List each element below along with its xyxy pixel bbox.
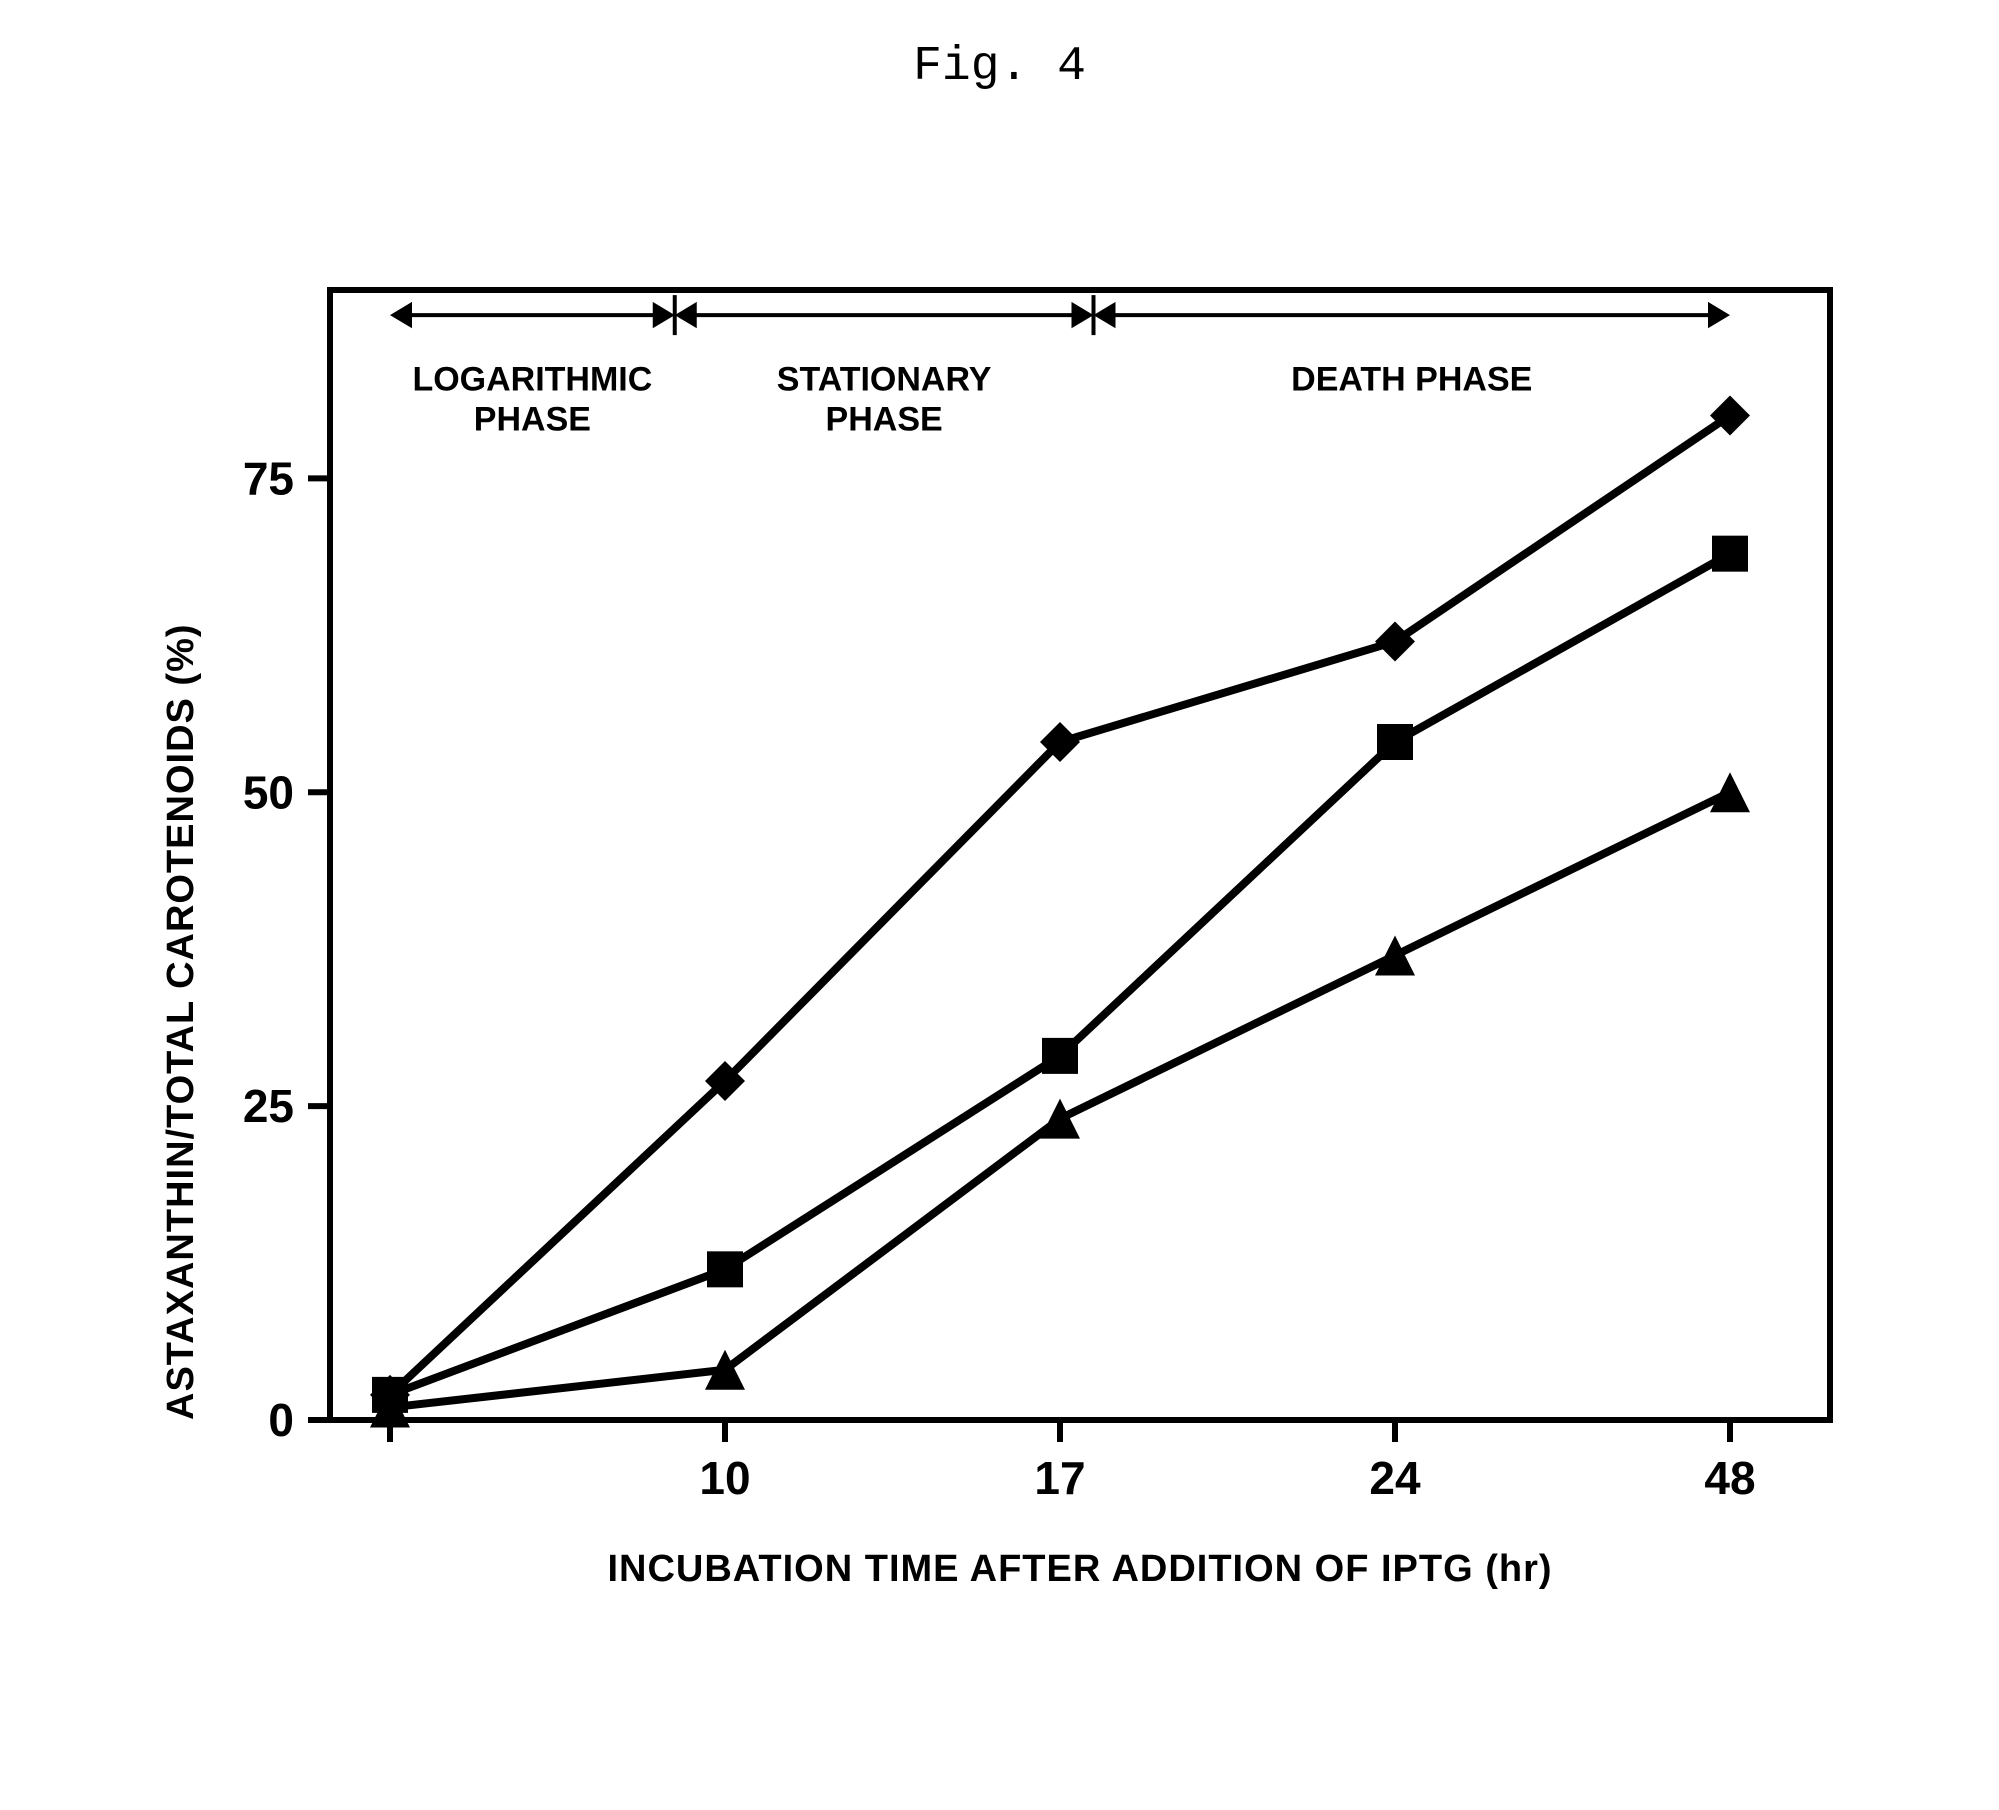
marker-square: [1712, 536, 1748, 572]
y-tick-label: 25: [243, 1080, 294, 1132]
x-tick-label: 17: [1034, 1452, 1085, 1504]
phase-label: DEATH PHASE: [1291, 360, 1532, 398]
marker-square: [1377, 724, 1413, 760]
phase-label: STATIONARY: [777, 360, 992, 398]
figure-title: Fig. 4: [0, 40, 1999, 94]
phase-label: PHASE: [474, 400, 591, 438]
phase-label: LOGARITHMIC: [412, 360, 652, 398]
marker-square: [707, 1251, 743, 1287]
y-tick-label: 75: [243, 452, 294, 504]
y-axis-label: ASTAXANTHIN/TOTAL CAROTENOIDS (%): [160, 290, 203, 1420]
chart-container: 025507510172448LOGARITHMICPHASESTATIONAR…: [100, 250, 1900, 1650]
x-tick-label: 10: [699, 1452, 750, 1504]
y-tick-label: 0: [268, 1394, 294, 1446]
x-tick-label: 24: [1369, 1452, 1421, 1504]
chart-svg: 025507510172448LOGARITHMICPHASESTATIONAR…: [100, 250, 1900, 1650]
page: Fig. 4 025507510172448LOGARITHMICPHASEST…: [0, 0, 1999, 1810]
y-tick-label: 50: [243, 766, 294, 818]
x-tick-label: 48: [1704, 1452, 1755, 1504]
marker-square: [1042, 1038, 1078, 1074]
phase-label: PHASE: [826, 400, 943, 438]
x-axis-label: INCUBATION TIME AFTER ADDITION OF IPTG (…: [330, 1548, 1830, 1591]
